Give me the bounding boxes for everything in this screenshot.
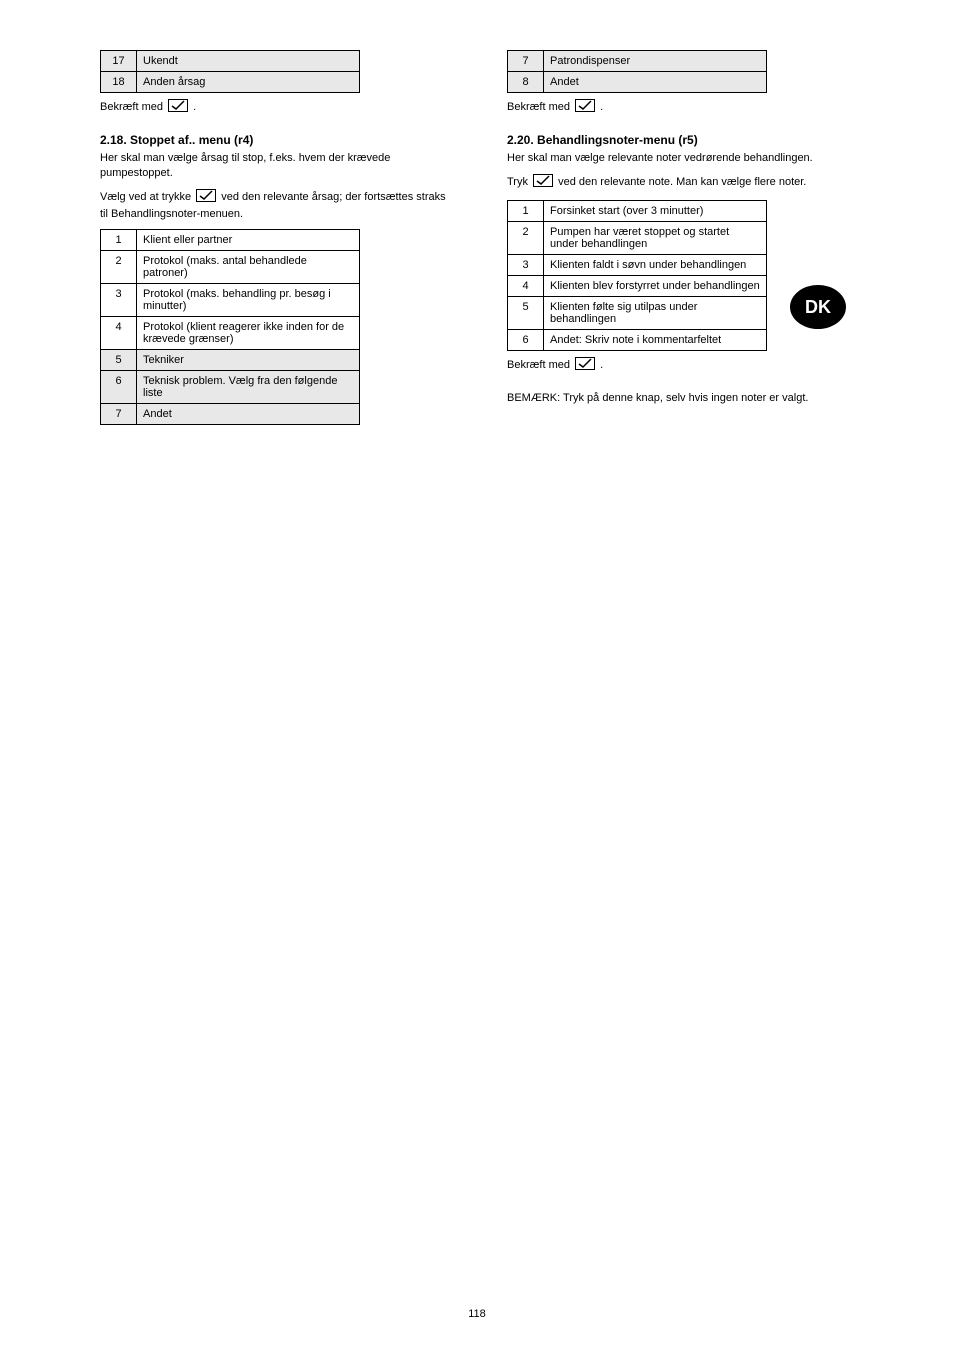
- right-column: 7 Patrondispenser 8 Andet Bekræft med . …: [507, 50, 854, 431]
- body-text: Her skal man vælge årsag til stop, f.eks…: [100, 151, 447, 181]
- cell-code: 3: [101, 284, 137, 317]
- body-prefix: Vælg ved at trykke: [100, 191, 194, 203]
- check-icon: [575, 99, 595, 115]
- left-table-1: 17 Ukendt 18 Anden årsag: [100, 50, 360, 93]
- cell-code: 7: [508, 51, 544, 72]
- right-table-2: 1 Forsinket start (over 3 minutter) 2 Pu…: [507, 200, 767, 351]
- confirm-suffix: .: [600, 359, 603, 371]
- cell-label: Protokol (maks. behandling pr. besøg i m…: [137, 284, 360, 317]
- confirm-prefix: Bekræft med: [100, 101, 166, 113]
- cell-code: 2: [508, 221, 544, 254]
- check-icon: [575, 357, 595, 373]
- body-prefix: Tryk: [507, 176, 531, 188]
- confirm-line: Bekræft med .: [507, 99, 854, 115]
- right-table-1: 7 Patrondispenser 8 Andet: [507, 50, 767, 93]
- cell-code: 18: [101, 72, 137, 93]
- cell-code: 4: [508, 275, 544, 296]
- cell-code: 7: [101, 404, 137, 425]
- confirm-prefix: Bekræft med: [507, 101, 573, 113]
- cell-code: 6: [101, 371, 137, 404]
- cell-code: 5: [508, 296, 544, 329]
- section-heading: 2.20. Behandlingsnoter-menu (r5): [507, 133, 854, 147]
- cell-label: Andet: Skriv note i kommentarfeltet: [544, 329, 767, 350]
- page-number: 118: [0, 1308, 954, 1320]
- body-text: Vælg ved at trykke ved den relevante års…: [100, 189, 447, 222]
- cell-label: Andet: [137, 404, 360, 425]
- cell-code: 1: [508, 200, 544, 221]
- cell-label: Protokol (maks. antal behandlede patrone…: [137, 251, 360, 284]
- check-icon: [196, 189, 216, 207]
- dk-badge: DK: [790, 285, 846, 329]
- cell-label: Tekniker: [137, 350, 360, 371]
- cell-label: Klienten blev forstyrret under behandlin…: [544, 275, 767, 296]
- cell-code: 4: [101, 317, 137, 350]
- body-text: Tryk ved den relevante note. Man kan væl…: [507, 174, 854, 192]
- note-text: BEMÆRK: Tryk på denne knap, selv hvis in…: [507, 391, 854, 406]
- cell-code: 1: [101, 230, 137, 251]
- cell-label: Andet: [544, 72, 767, 93]
- body-text: Her skal man vælge relevante noter vedrø…: [507, 151, 854, 166]
- cell-code: 8: [508, 72, 544, 93]
- check-icon: [533, 174, 553, 192]
- cell-label: Teknisk problem. Vælg fra den følgende l…: [137, 371, 360, 404]
- cell-label: Pumpen har været stoppet og startet unde…: [544, 221, 767, 254]
- cell-label: Ukendt: [137, 51, 360, 72]
- confirm-line: Bekræft med .: [100, 99, 447, 115]
- cell-code: 17: [101, 51, 137, 72]
- cell-label: Patrondispenser: [544, 51, 767, 72]
- cell-code: 2: [101, 251, 137, 284]
- cell-label: Klienten følte sig utilpas under behandl…: [544, 296, 767, 329]
- left-column: 17 Ukendt 18 Anden årsag Bekræft med . 2…: [100, 50, 447, 431]
- cell-code: 3: [508, 254, 544, 275]
- confirm-line: Bekræft med .: [507, 357, 854, 373]
- confirm-suffix: .: [193, 101, 196, 113]
- section-heading: 2.18. Stoppet af.. menu (r4): [100, 133, 447, 147]
- confirm-prefix: Bekræft med: [507, 359, 573, 371]
- cell-code: 6: [508, 329, 544, 350]
- cell-code: 5: [101, 350, 137, 371]
- cell-label: Klienten faldt i søvn under behandlingen: [544, 254, 767, 275]
- confirm-suffix: .: [600, 101, 603, 113]
- check-icon: [168, 99, 188, 115]
- left-table-2: 1 Klient eller partner 2 Protokol (maks.…: [100, 229, 360, 425]
- cell-label: Klient eller partner: [137, 230, 360, 251]
- cell-label: Protokol (klient reagerer ikke inden for…: [137, 317, 360, 350]
- cell-label: Anden årsag: [137, 72, 360, 93]
- body-suffix: ved den relevante note. Man kan vælge fl…: [558, 176, 806, 188]
- cell-label: Forsinket start (over 3 minutter): [544, 200, 767, 221]
